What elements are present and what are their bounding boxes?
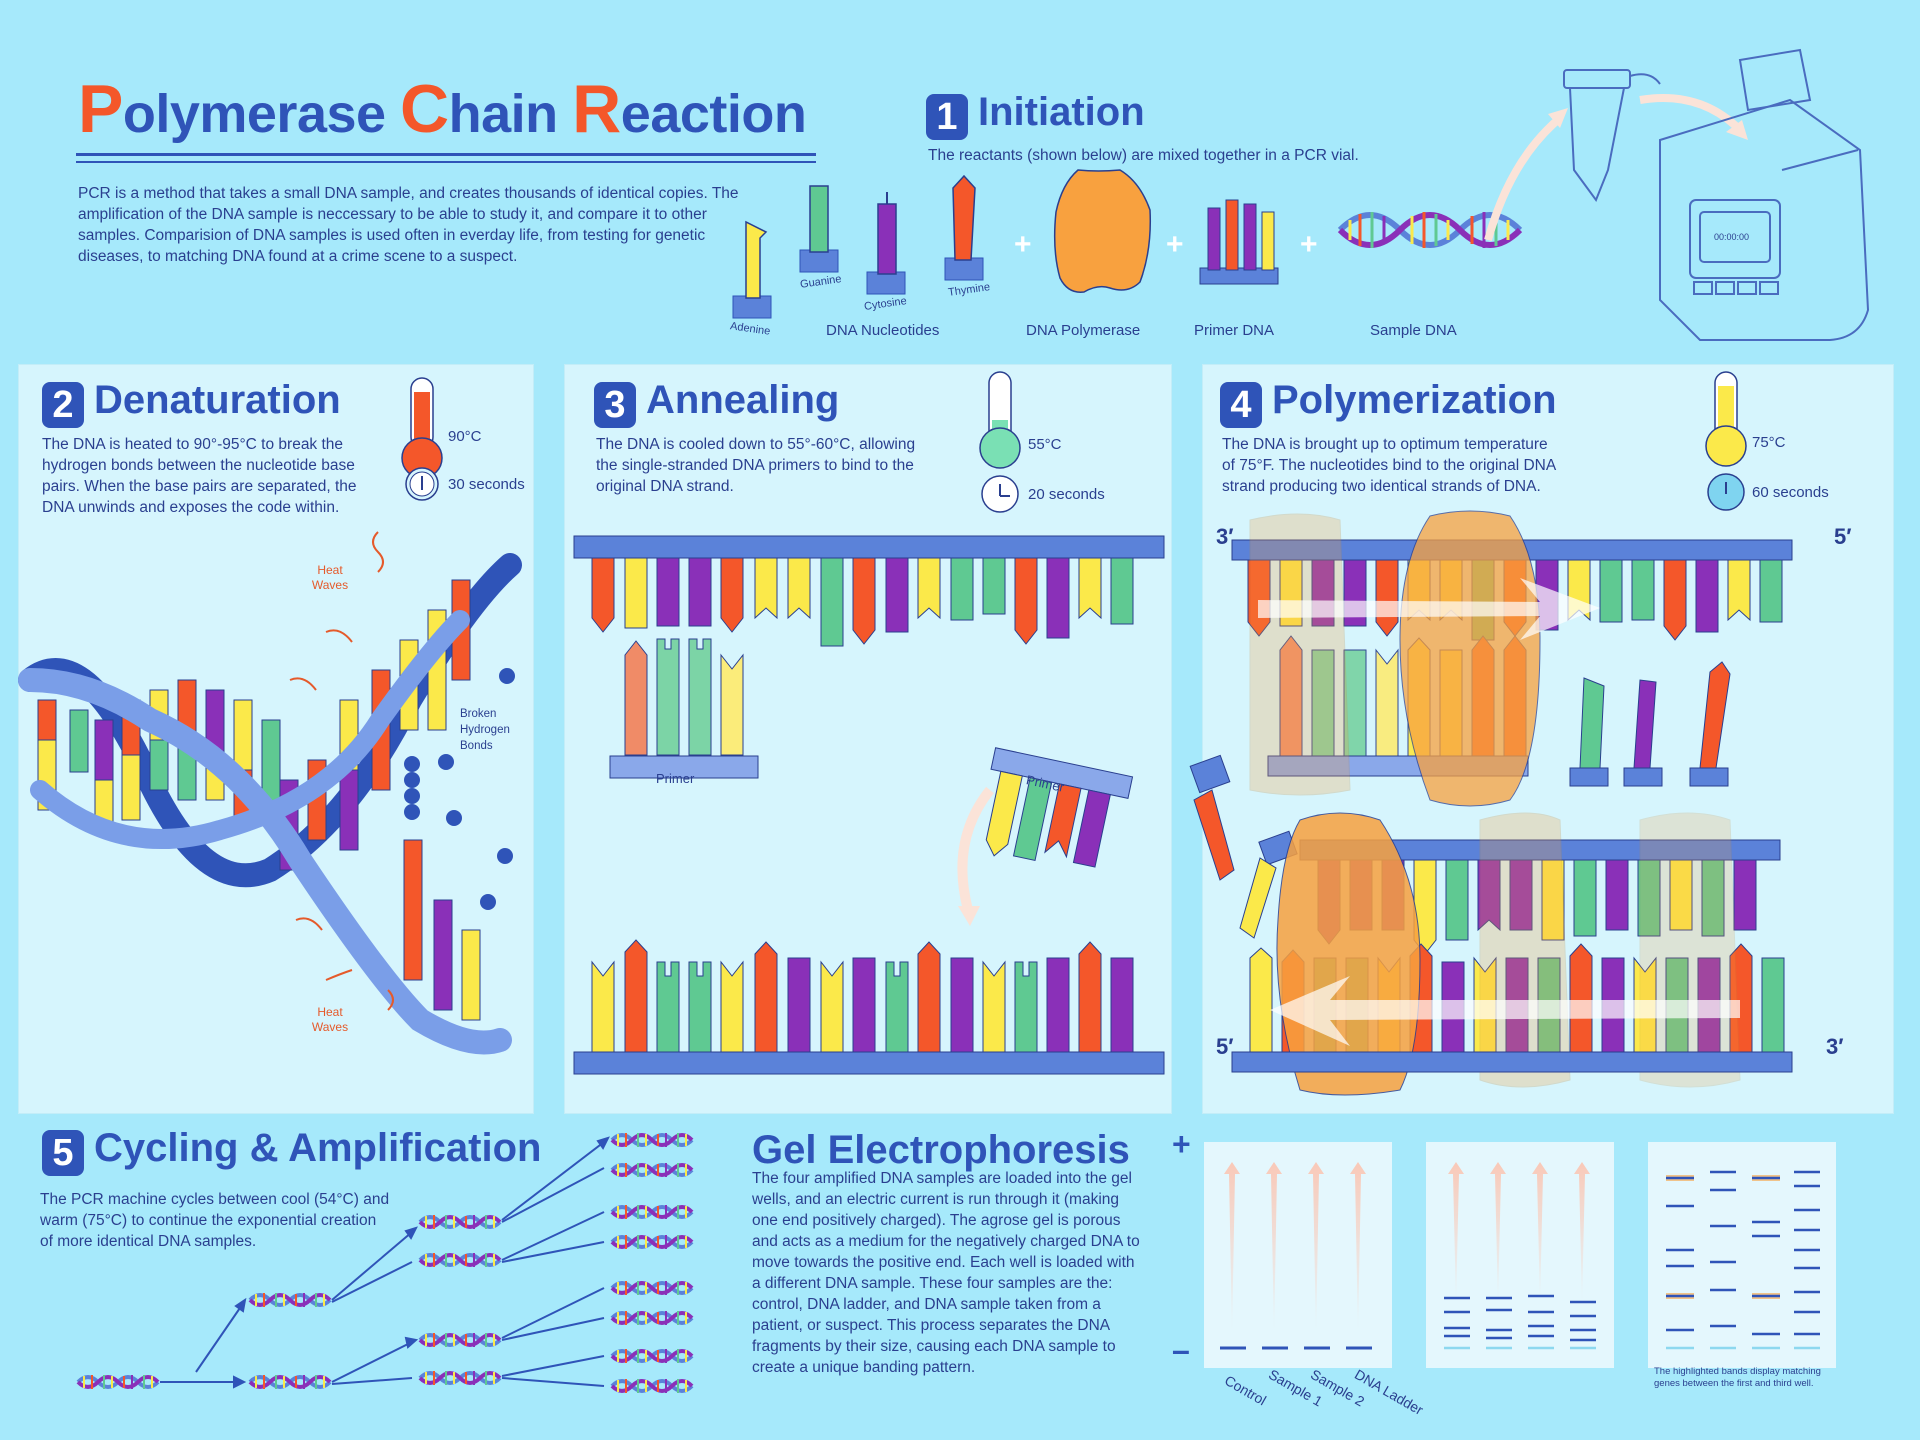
step-number: 2 [42, 382, 84, 428]
title-part: hain [448, 84, 573, 144]
cycle-gen-3 [418, 1213, 502, 1387]
broken-bonds-label: Broken Hydrogen Bonds [460, 708, 510, 752]
denaturation-title: 2 Denaturation [42, 378, 341, 428]
denaturation-title-text: Denaturation [94, 378, 341, 422]
thymine-nucleotide [944, 174, 984, 281]
annealing-title-text: Annealing [646, 378, 840, 422]
polymerization-title-text: Polymerization [1272, 378, 1557, 422]
denaturation-temp: 90°C [448, 428, 482, 445]
denaturation-desc: The DNA is heated to 90°-95°C to break t… [42, 436, 357, 516]
title-part: eaction [620, 84, 807, 144]
initiation-title: 1 Initiation [926, 90, 1145, 140]
cycling-desc: The PCR machine cycles between cool (54°… [40, 1191, 390, 1250]
guanine-nucleotide [799, 185, 839, 273]
polymerization-time: 60 seconds [1752, 484, 1829, 501]
minus-electrode-label: – [1172, 1332, 1190, 1368]
primer-dna-shape [1199, 199, 1279, 285]
intro-text: PCR is a method that takes a small DNA s… [78, 185, 739, 265]
cycle-gen-4 [610, 1131, 694, 1395]
gel-title: Gel Electrophoresis [752, 1128, 1130, 1172]
pcr-machine [1659, 48, 1870, 341]
pcr-vial [1563, 69, 1661, 203]
gel-1 [1204, 1142, 1392, 1368]
polymerase-label: DNA Polymerase [1026, 322, 1141, 339]
lane-label-control: Control [1222, 1372, 1270, 1409]
sample-label: Sample DNA [1370, 322, 1457, 339]
initiation-title-text: Initiation [978, 90, 1145, 134]
cycle-gen-2 [248, 1291, 332, 1391]
nucleotides-label: DNA Nucleotides [826, 322, 940, 339]
gel-3 [1648, 1142, 1836, 1368]
top-3-prime-label: 3′ [1216, 524, 1234, 549]
step-number: 4 [1220, 382, 1262, 428]
arrow-to-machine [1639, 94, 1743, 133]
cycle-gen-1 [76, 1373, 160, 1391]
dna-polymerase-shape [1053, 169, 1152, 293]
top-5-prime-label: 5′ [1834, 524, 1852, 549]
plus-sign-1: + [1014, 228, 1032, 261]
annealing-title: 3 Annealing [594, 378, 839, 428]
bottom-5-prime-label: 5′ [1216, 1034, 1234, 1059]
adenine-label: Adenine [729, 320, 772, 338]
step-number: 1 [926, 94, 968, 140]
thymine-label: Thymine [947, 281, 991, 299]
gel-2 [1426, 1142, 1614, 1368]
title-letter-p: P [78, 71, 123, 147]
heat-waves-label-bottom: Heat Waves [311, 1005, 349, 1034]
cytosine-label: Cytosine [863, 295, 908, 313]
machine-display: 00:00:00 [1714, 232, 1750, 242]
bottom-3-prime-label: 3′ [1826, 1034, 1844, 1059]
annealing-desc: The DNA is cooled down to 55°-60°C, allo… [596, 436, 916, 495]
polymerization-temp: 75°C [1752, 434, 1786, 451]
title-part: olymerase [122, 84, 401, 144]
title-letter-c: C [400, 71, 449, 147]
bound-primer-label: Primer [656, 771, 695, 786]
title-letter-r: R [572, 71, 621, 147]
primer-label: Primer DNA [1194, 322, 1275, 339]
plus-sign-3: + [1300, 228, 1318, 261]
step-number: 5 [42, 1130, 84, 1176]
cycling-title-text: Cycling & Amplification [94, 1126, 542, 1170]
plus-electrode-label: + [1172, 1126, 1191, 1162]
polymerization-desc: The DNA is brought up to optimum tempera… [1222, 436, 1556, 495]
annealing-time: 20 seconds [1028, 486, 1105, 503]
step-number: 3 [594, 382, 636, 428]
annealing-temp: 55°C [1028, 436, 1062, 453]
page-title: Polymerase Chain Reaction [78, 70, 807, 148]
initiation-desc: The reactants (shown below) are mixed to… [928, 147, 1359, 164]
plus-sign-2: + [1166, 228, 1184, 261]
lane-label-dna-ladder: DNA Ladder [1352, 1366, 1427, 1418]
guanine-label: Guanine [799, 273, 843, 291]
heat-waves-label-top: Heat Waves [311, 563, 349, 592]
gel-note: The highlighted bands display matching g… [1654, 1366, 1821, 1389]
gel-desc: The four amplified DNA samples are loade… [752, 1170, 1140, 1376]
arrow-to-vial [1484, 114, 1563, 242]
denaturation-time: 30 seconds [448, 476, 525, 493]
cycling-title: 5 Cycling & Amplification [42, 1126, 541, 1176]
cytosine-nucleotide [866, 192, 906, 295]
title-underline-2 [76, 161, 816, 163]
title-underline [76, 153, 816, 156]
sample-dna-helix [1337, 212, 1523, 248]
polymerization-title: 4 Polymerization [1220, 378, 1557, 428]
